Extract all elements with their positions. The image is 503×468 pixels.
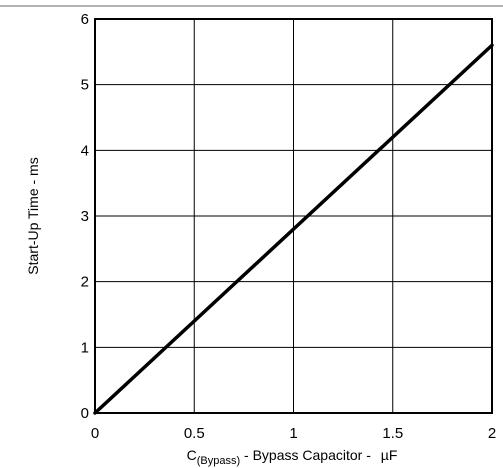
y-axis-ticks: 0 1 2 3 4 5 6 bbox=[81, 11, 89, 422]
series-line bbox=[93, 43, 494, 415]
x-tick-label: 0 bbox=[91, 425, 99, 442]
x-axis-title-subscript: (Bypass) bbox=[197, 455, 240, 467]
y-tick-label: 6 bbox=[81, 11, 89, 28]
y-tick-label: 1 bbox=[81, 339, 89, 356]
x-axis-ticks: 0 0.5 1 1.5 2 bbox=[91, 425, 496, 442]
x-axis-title-main: C bbox=[187, 447, 197, 463]
x-axis-title-unit: µF bbox=[381, 447, 398, 463]
x-tick-label: 1.5 bbox=[382, 425, 403, 442]
y-tick-label: 0 bbox=[81, 405, 89, 422]
y-tick-label: 2 bbox=[81, 274, 89, 291]
plot-frame bbox=[94, 18, 493, 414]
x-tick-label: 1 bbox=[289, 425, 297, 442]
series-group bbox=[93, 43, 494, 415]
x-tick-label: 0.5 bbox=[184, 425, 205, 442]
y-tick-label: 5 bbox=[81, 77, 89, 94]
x-axis-title: C(Bypass) - Bypass Capacitor - µF bbox=[187, 447, 398, 467]
y-axis-title: Start-Up Time - ms bbox=[25, 157, 41, 274]
y-tick-label: 4 bbox=[81, 142, 89, 159]
y-tick-label: 3 bbox=[81, 208, 89, 225]
x-tick-label: 2 bbox=[488, 425, 496, 442]
x-axis-title-rest: - Bypass Capacitor - bbox=[240, 447, 375, 463]
grid bbox=[95, 19, 492, 413]
